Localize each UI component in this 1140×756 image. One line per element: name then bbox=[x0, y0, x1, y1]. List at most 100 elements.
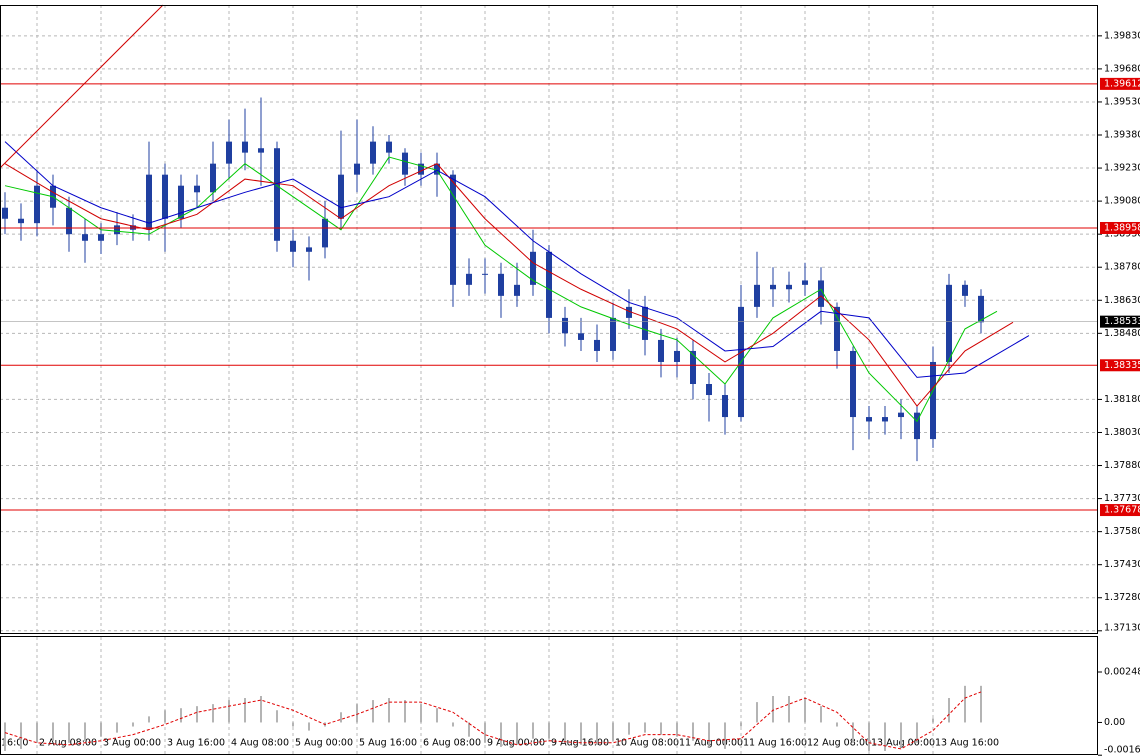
x-tick-label: 2 Aug 08:00 bbox=[39, 738, 97, 749]
candle-body bbox=[642, 306, 648, 340]
candle-body bbox=[2, 207, 8, 219]
candle-body bbox=[114, 225, 120, 235]
histogram-bar bbox=[228, 700, 230, 723]
last-price-label: 1.38533 bbox=[1104, 316, 1140, 327]
candle-body bbox=[338, 174, 344, 219]
x-tick-label: 10 Aug 08:00 bbox=[615, 738, 679, 749]
histogram-bar bbox=[100, 722, 102, 737]
candle-body bbox=[34, 185, 40, 224]
histogram-bar bbox=[900, 722, 902, 747]
histogram-bar bbox=[948, 698, 950, 723]
x-tick-label: 12 Aug 08:00 bbox=[807, 738, 871, 749]
histogram-bar bbox=[212, 704, 214, 723]
histogram-bar bbox=[388, 698, 390, 723]
histogram-bar bbox=[788, 696, 790, 723]
candle-body bbox=[322, 218, 328, 248]
histogram-bar bbox=[884, 722, 886, 751]
candle-body bbox=[194, 185, 200, 193]
x-tick-label: 16:00 bbox=[1, 738, 28, 749]
candle-body bbox=[946, 284, 952, 362]
histogram-bar bbox=[420, 704, 422, 723]
y-tick-label: 1.38180 bbox=[1104, 394, 1140, 405]
histogram-bar bbox=[372, 700, 374, 723]
last-price-tag bbox=[1100, 315, 1140, 328]
candle-body bbox=[98, 234, 104, 241]
candle-body bbox=[210, 163, 216, 193]
histogram-bar bbox=[36, 722, 38, 743]
x-tick-label: 13 Aug 16:00 bbox=[935, 738, 999, 749]
candle-body bbox=[594, 339, 600, 351]
histogram-bar bbox=[116, 722, 118, 733]
histogram-bar bbox=[740, 722, 742, 727]
candle-body bbox=[146, 174, 152, 230]
histogram-bar bbox=[452, 722, 454, 727]
histogram-bar bbox=[516, 722, 518, 745]
y-tick-label: 1.38030 bbox=[1104, 427, 1140, 438]
candle-body bbox=[418, 163, 424, 175]
price-level-label: 1.38958 bbox=[1104, 222, 1140, 233]
y-tick-label: 1.38780 bbox=[1104, 262, 1140, 273]
histogram-bar bbox=[260, 696, 262, 723]
y-tick-label: -0.00161 bbox=[1104, 745, 1140, 756]
price-level-label: 1.39612 bbox=[1104, 78, 1140, 89]
histogram-bar bbox=[644, 722, 646, 733]
candle-body bbox=[434, 163, 440, 175]
candle-body bbox=[498, 273, 504, 296]
histogram-bar bbox=[468, 722, 470, 737]
trend-line bbox=[0, 4, 164, 169]
candle-body bbox=[274, 148, 280, 241]
moving-average bbox=[4, 141, 1030, 378]
y-tick-label: 1.37280 bbox=[1104, 592, 1140, 603]
candle-body bbox=[82, 234, 88, 241]
histogram-bar bbox=[484, 722, 486, 743]
y-tick-label: 1.37730 bbox=[1104, 493, 1140, 504]
candle-body bbox=[690, 350, 696, 385]
histogram-bar bbox=[932, 718, 934, 723]
y-tick-label: 1.37880 bbox=[1104, 460, 1140, 471]
histogram-bar bbox=[180, 708, 182, 723]
candle-body bbox=[802, 280, 808, 285]
histogram-bar bbox=[436, 708, 438, 723]
price-level-tag bbox=[1100, 504, 1140, 517]
candle-body bbox=[450, 174, 456, 285]
candle-body bbox=[530, 251, 536, 285]
candle-body bbox=[562, 317, 568, 334]
candle-body bbox=[850, 350, 856, 418]
candle-body bbox=[610, 317, 616, 351]
candle-body bbox=[898, 412, 904, 418]
price-level-label: 1.38335 bbox=[1104, 360, 1140, 371]
candle-body bbox=[482, 273, 488, 275]
x-tick-label: 13 Aug 00:00 bbox=[871, 738, 935, 749]
y-tick-label: 1.37580 bbox=[1104, 526, 1140, 537]
candle-body bbox=[18, 218, 24, 224]
histogram-bar bbox=[628, 722, 630, 735]
histogram-bar bbox=[500, 722, 502, 747]
y-tick-label: 1.39230 bbox=[1104, 163, 1140, 174]
price-level-tag bbox=[1100, 221, 1140, 234]
candle-body bbox=[370, 141, 376, 164]
candle-body bbox=[866, 417, 872, 422]
candle-body bbox=[978, 295, 984, 323]
candle-body bbox=[914, 412, 920, 440]
histogram-bar bbox=[292, 722, 294, 727]
histogram-bar bbox=[580, 722, 582, 745]
histogram-bar bbox=[804, 698, 806, 723]
y-tick-label: 1.39380 bbox=[1104, 130, 1140, 141]
x-tick-label: 6 Aug 08:00 bbox=[423, 738, 481, 749]
histogram-bar bbox=[164, 710, 166, 723]
candle-body bbox=[258, 148, 264, 153]
histogram-bar bbox=[356, 704, 358, 723]
moving-average bbox=[4, 163, 1014, 407]
histogram-bar bbox=[564, 722, 566, 743]
histogram-bar bbox=[612, 722, 614, 741]
x-tick-label: 11 Aug 00:00 bbox=[679, 738, 743, 749]
candle-body bbox=[626, 306, 632, 318]
histogram-bar bbox=[84, 722, 86, 741]
candle-body bbox=[930, 361, 936, 440]
histogram-bar bbox=[68, 722, 70, 743]
moving-average bbox=[4, 156, 998, 423]
candle-body bbox=[658, 339, 664, 362]
x-tick-label: 4 Aug 08:00 bbox=[231, 738, 289, 749]
y-tick-label: 1.39830 bbox=[1104, 30, 1140, 41]
candle-body bbox=[882, 417, 888, 422]
